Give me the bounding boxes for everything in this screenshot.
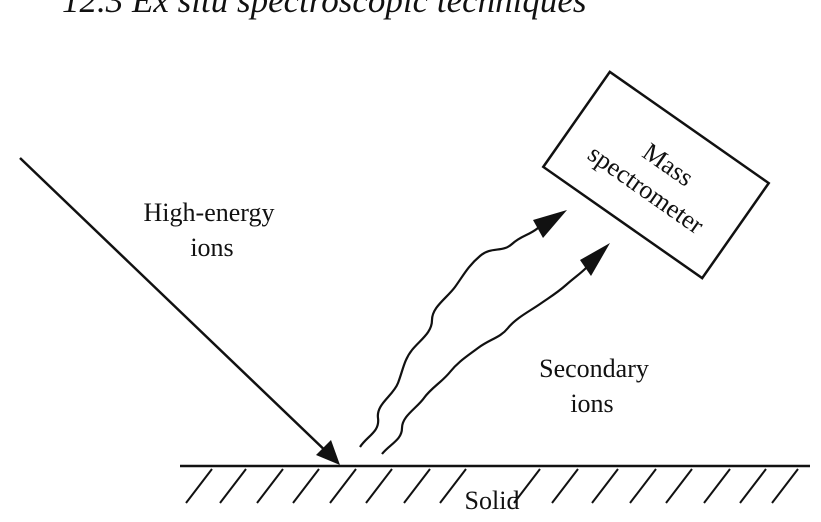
secondary-ion-path-2 — [381, 267, 587, 455]
section-heading: 12.3 Ex situ spectroscopic techniques — [62, 0, 587, 20]
incident-ions-label-line2: ions — [190, 233, 233, 262]
mass-spectrometer-box — [541, 70, 771, 280]
hatch-mark — [185, 468, 213, 504]
secondary-ions-label-line2: ions — [570, 389, 613, 418]
hatch-mark — [292, 468, 320, 504]
hatch-mark — [365, 468, 393, 504]
secondary-ions-label-line1: Secondary — [539, 354, 649, 383]
hatch-mark — [513, 468, 541, 504]
hatch-mark — [665, 468, 693, 504]
mass-spectrometer: Mass spectrometer — [541, 70, 771, 280]
hatch-mark — [439, 468, 467, 504]
solid-hatching — [185, 468, 799, 504]
hatch-mark — [403, 468, 431, 504]
incident-ion-arrowhead — [316, 440, 340, 465]
hatch-mark — [703, 468, 731, 504]
incident-ion-beam — [19, 157, 334, 459]
hatch-mark — [739, 468, 767, 504]
hatch-mark — [329, 468, 357, 504]
secondary-ion-path-1 — [359, 227, 539, 448]
secondary-ion-arrowhead-2 — [580, 243, 610, 276]
secondary-ion-arrowhead-1 — [533, 210, 567, 238]
hatch-mark — [551, 468, 579, 504]
hatch-mark — [256, 468, 284, 504]
hatch-mark — [629, 468, 657, 504]
incident-ions-label-line1: High-energy — [144, 198, 275, 227]
hatch-mark — [219, 468, 247, 504]
hatch-mark — [771, 468, 799, 504]
hatch-mark — [591, 468, 619, 504]
solid-label: Solid — [465, 486, 520, 515]
